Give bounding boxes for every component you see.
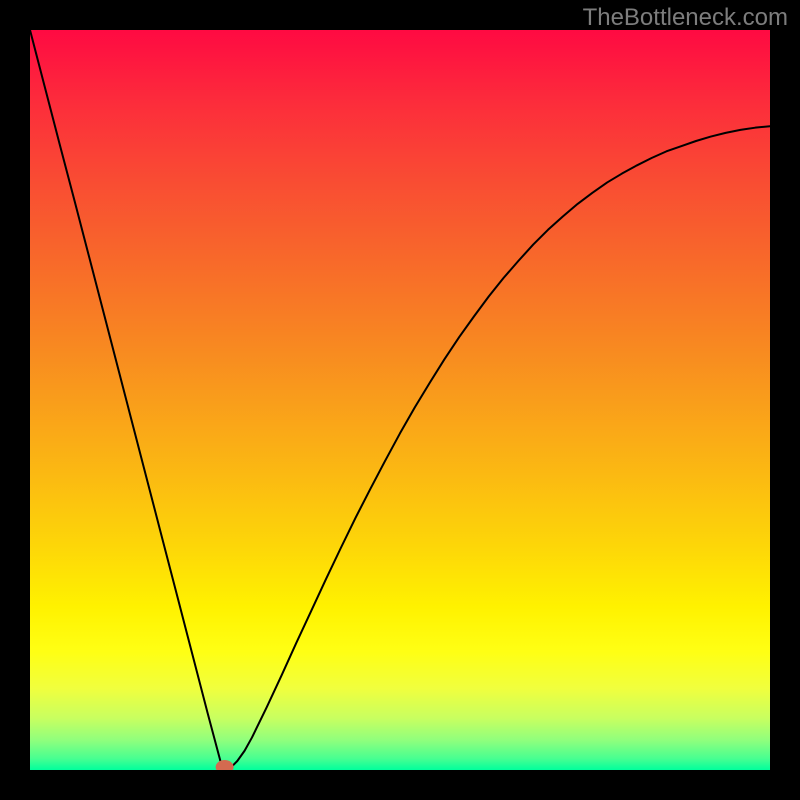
- watermark-text: TheBottleneck.com: [583, 4, 788, 32]
- plot-background: [30, 30, 770, 770]
- chart-container: TheBottleneck.com: [0, 0, 800, 800]
- bottleneck-chart: [0, 0, 800, 800]
